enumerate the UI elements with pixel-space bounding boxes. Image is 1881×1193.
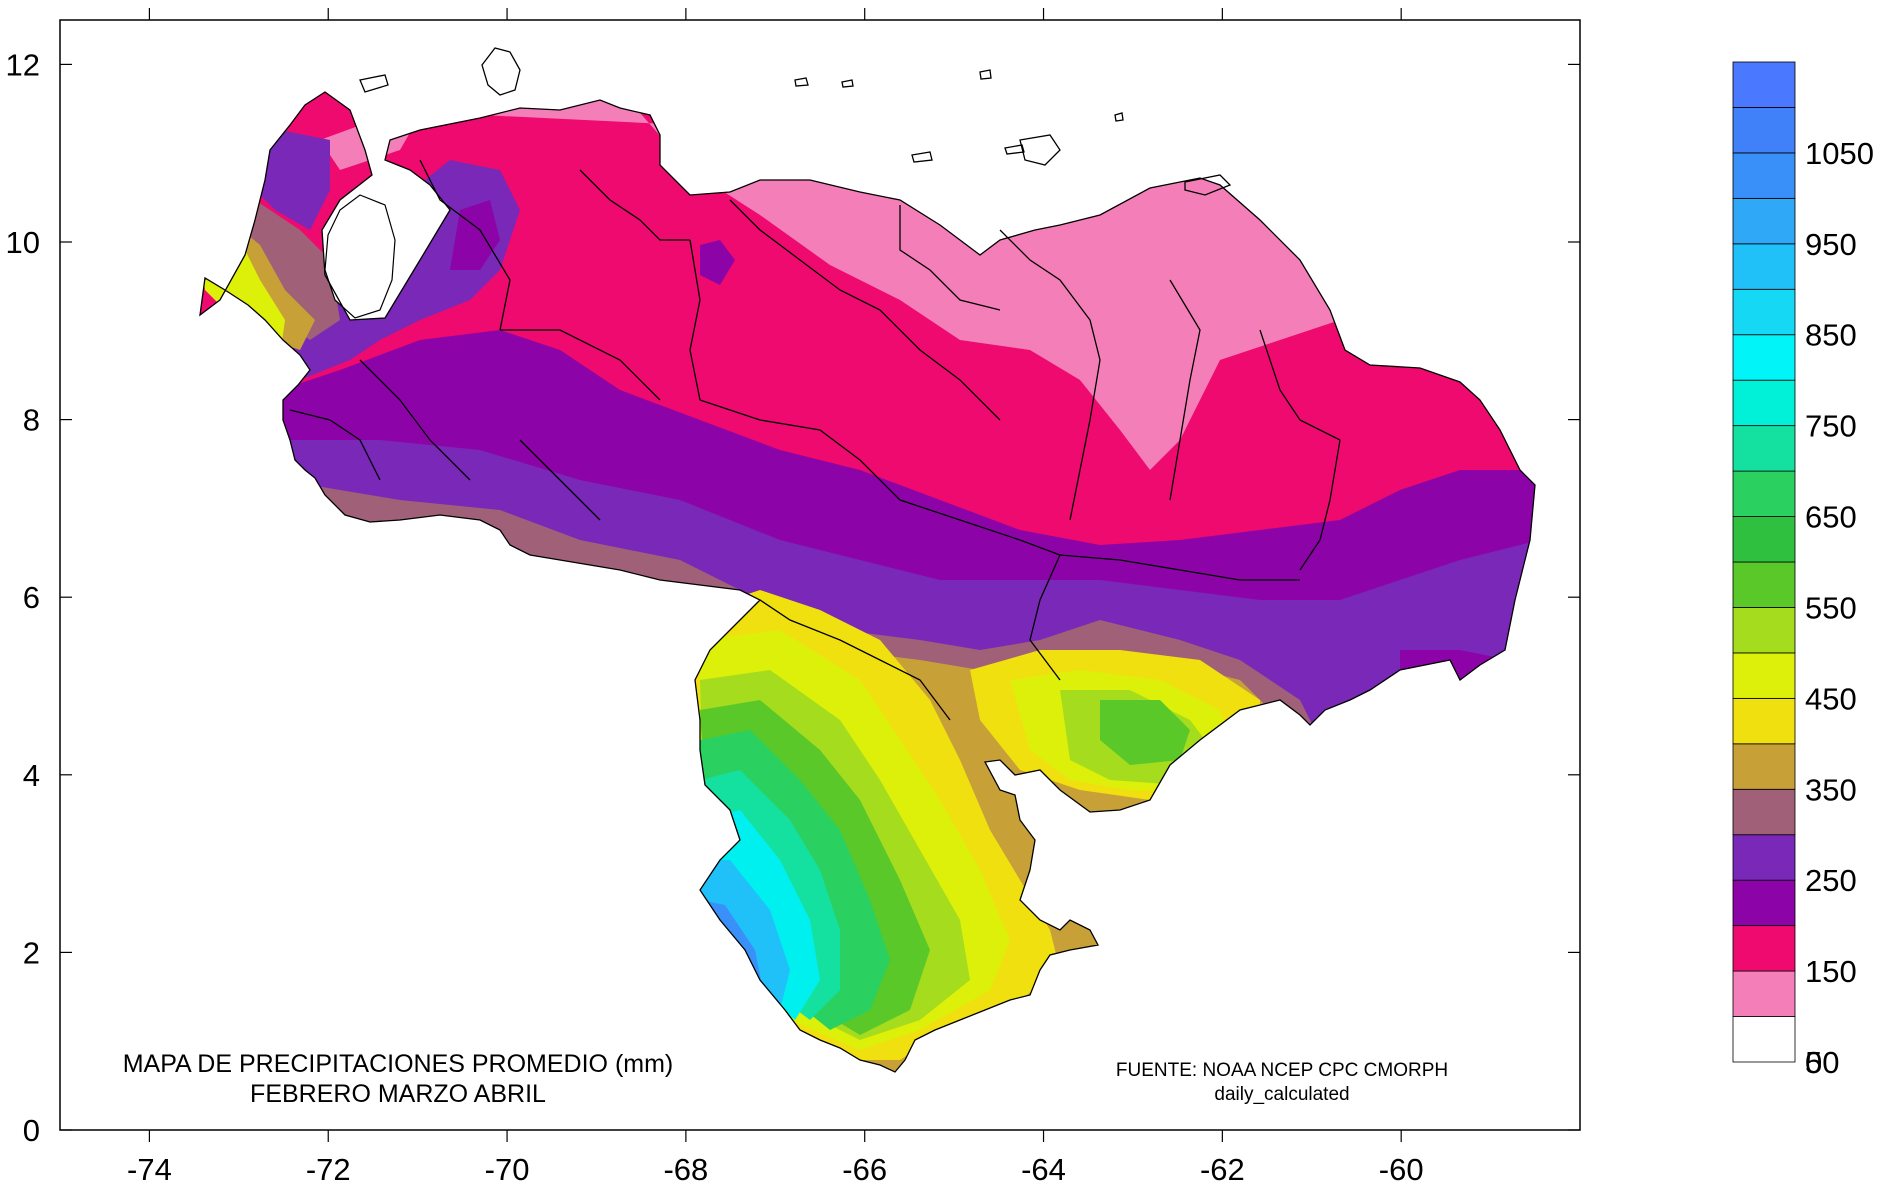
legend-swatch: [1732, 879, 1796, 927]
legend-swatch: [1732, 152, 1796, 199]
legend-label: 850: [1805, 318, 1857, 353]
y-tick-label: 6: [23, 580, 40, 615]
x-tick-label: -72: [306, 1152, 351, 1187]
legend-label: 150: [1805, 954, 1857, 989]
legend-swatch: [1732, 516, 1796, 563]
y-tick-label: 10: [6, 225, 40, 260]
legend-label: 750: [1805, 409, 1857, 444]
legend-swatch: [1732, 197, 1796, 245]
legend-swatch: [1732, 334, 1796, 381]
legend-label: 450: [1805, 681, 1857, 716]
legend-swatch: [1732, 561, 1796, 608]
legend-swatch: [1732, 288, 1796, 336]
legend-label: 0: [1805, 1045, 1822, 1080]
legend: 1050 950 850 750 650 550 450 350 250 150 500: [1732, 61, 1874, 1080]
y-axis: 12 10 8 6 4 2 0: [6, 47, 1580, 1148]
islands: [359, 47, 1232, 196]
y-tick-label: 12: [6, 47, 40, 82]
legend-swatch: [1732, 697, 1796, 745]
plot-frame: [59, 19, 1581, 1131]
legend-label: 50: [1805, 1045, 1839, 1080]
x-tick-label: -68: [663, 1152, 708, 1187]
x-tick-label: -60: [1379, 1152, 1424, 1187]
x-tick-label: -74: [127, 1152, 172, 1187]
legend-swatch: [1732, 1016, 1796, 1063]
legend-label: 1050: [1805, 136, 1874, 171]
legend-swatch: [1732, 652, 1796, 699]
legend-swatch: [1732, 834, 1796, 881]
legend-swatch: [1732, 743, 1796, 790]
legend-swatch: [1732, 607, 1796, 654]
x-tick-label: -64: [1021, 1152, 1066, 1187]
legend-swatch: [1732, 61, 1796, 108]
map-area: [199, 47, 1536, 1073]
y-tick-label: 2: [23, 935, 40, 970]
x-axis: -74 -72 -70 -68 -66 -64 -62 -60: [127, 8, 1424, 1187]
lake-maracaibo: [324, 194, 396, 319]
x-tick-label: -62: [1200, 1152, 1245, 1187]
legend-swatch: [1732, 970, 1796, 1017]
legend-swatch: [1732, 243, 1796, 290]
legend-label: 250: [1805, 863, 1857, 898]
legend-label: 650: [1805, 500, 1857, 535]
legend-swatch: [1732, 925, 1796, 972]
x-tick-label: -66: [842, 1152, 887, 1187]
legend-swatch: [1732, 107, 1796, 154]
legend-swatch: [1732, 788, 1796, 836]
y-tick-label: 8: [23, 403, 40, 438]
source-line1: FUENTE: NOAA NCEP CPC CMORPH: [1116, 1060, 1448, 1081]
legend-label: 350: [1805, 772, 1857, 807]
y-tick-label: 4: [23, 758, 40, 793]
legend-swatch: [1732, 425, 1796, 472]
source-line2: daily_calculated: [1214, 1084, 1349, 1105]
legend-label: 950: [1805, 227, 1857, 262]
map-caption-line1: MAPA DE PRECIPITACIONES PROMEDIO (mm): [123, 1050, 674, 1078]
state-borders: [289, 159, 1341, 721]
legend-swatch: [1732, 470, 1796, 517]
x-tick-label: -70: [485, 1152, 530, 1187]
map-caption-line2: FEBRERO MARZO ABRIL: [250, 1080, 546, 1108]
legend-label: 550: [1805, 590, 1857, 625]
legend-swatch: [1732, 379, 1796, 427]
y-tick-label: 0: [23, 1113, 40, 1148]
